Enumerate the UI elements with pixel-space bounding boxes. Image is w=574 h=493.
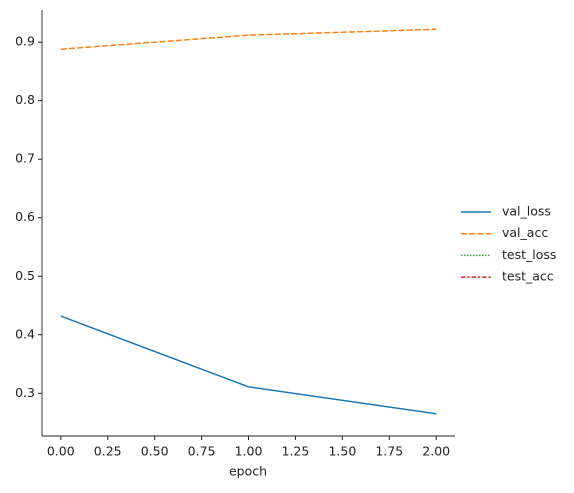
y-tick-label: 0.7 <box>15 151 35 166</box>
x-tick-label: 0.00 <box>47 444 75 459</box>
x-tick-label: 1.50 <box>328 444 356 459</box>
x-tick-label: 1.75 <box>375 444 403 459</box>
y-tick-label: 0.6 <box>15 209 35 224</box>
y-tick-label: 0.4 <box>15 326 35 341</box>
y-tick-label: 0.8 <box>15 92 35 107</box>
x-axis-label: epoch <box>229 464 267 479</box>
y-tick-label: 0.9 <box>15 34 35 49</box>
x-tick-label: 0.75 <box>188 444 216 459</box>
x-tick-label: 1.00 <box>235 444 263 459</box>
y-tick-label: 0.5 <box>15 268 35 283</box>
legend-label: val_acc <box>502 225 548 240</box>
y-tick-label: 0.3 <box>15 385 35 400</box>
x-tick-label: 0.25 <box>94 444 122 459</box>
legend-label: test_acc <box>502 269 554 284</box>
legend-label: test_loss <box>502 247 556 262</box>
x-tick-label: 0.50 <box>141 444 169 459</box>
legend-label: val_loss <box>502 204 551 219</box>
series-line <box>60 315 437 415</box>
series-line <box>60 28 437 50</box>
x-tick-label: 1.25 <box>282 444 310 459</box>
x-tick-label: 2.00 <box>422 444 450 459</box>
